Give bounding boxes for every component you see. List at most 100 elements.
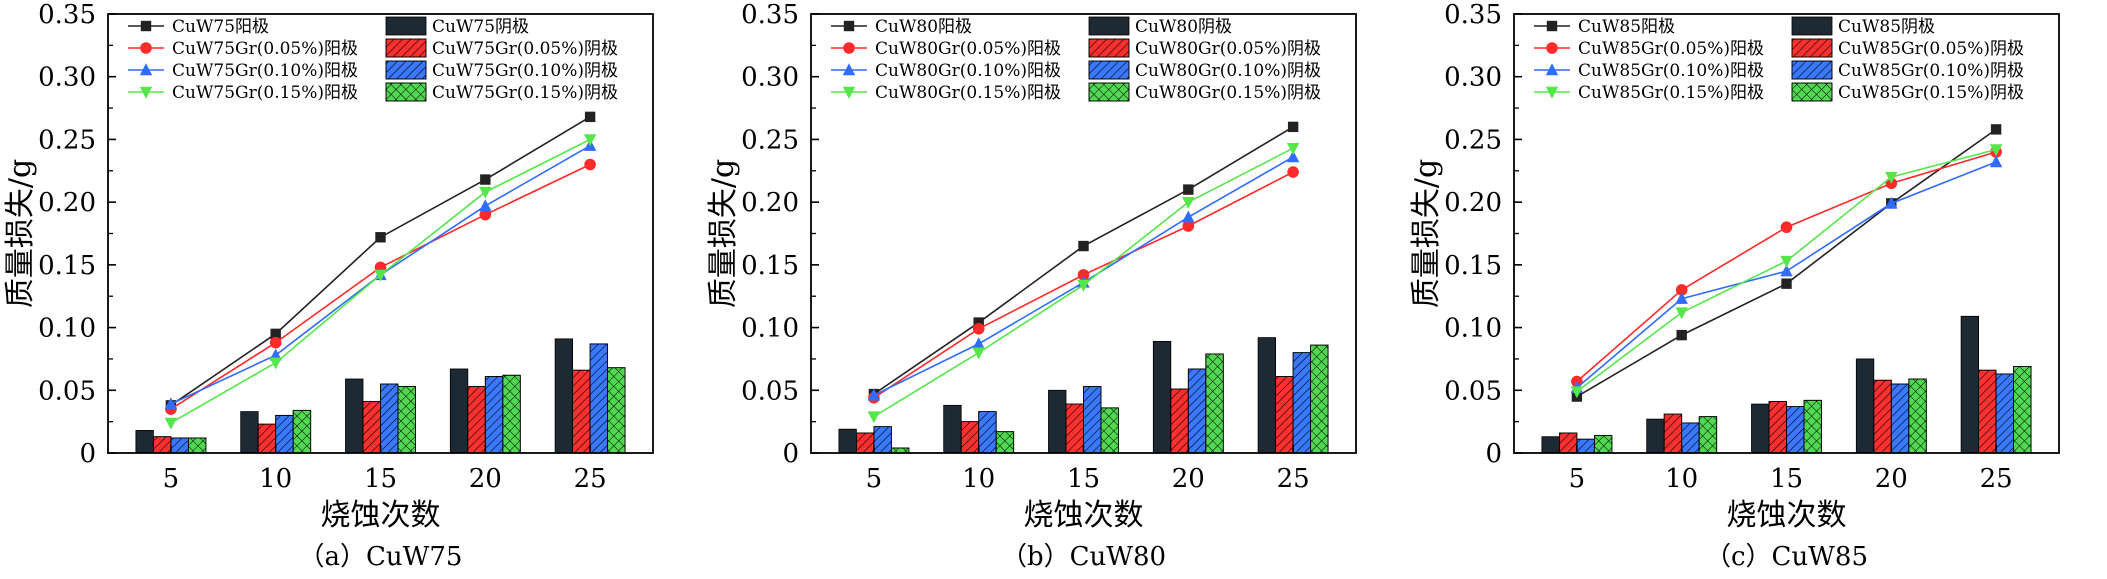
y-tick-label: 0.15	[38, 251, 96, 281]
bar	[449, 368, 469, 454]
legend-bar-swatch	[385, 16, 427, 36]
bar-series-4	[187, 367, 626, 454]
data-point	[972, 323, 985, 335]
legend-bar-hatch	[1088, 82, 1130, 102]
legend-bar-hatch	[1088, 38, 1130, 58]
x-tick-label: 15	[364, 464, 397, 494]
data-point	[269, 357, 282, 370]
data-point	[1286, 143, 1300, 155]
bar-hatch	[1100, 407, 1119, 454]
y-tick-label: 0.30	[741, 63, 799, 93]
legend-marker	[139, 63, 153, 76]
legend-item-line-3: CuW80Gr(0.10%)阳极	[831, 61, 1061, 81]
y-axis-title: 质量损失/g	[1409, 159, 1444, 308]
legend-label: CuW80Gr(0.15%)阳极	[875, 83, 1061, 103]
legend-label: CuW80Gr(0.05%)阳极	[875, 39, 1061, 59]
y-tick-label: 0.20	[38, 188, 96, 218]
bar-series-2	[1558, 369, 1997, 454]
data-point	[1077, 269, 1090, 281]
bar	[1751, 403, 1770, 454]
legend-item-bar-4: CuW75Gr(0.15%)阴极	[385, 82, 618, 103]
line-series-4	[867, 143, 1300, 424]
legend-item-line-3: CuW75Gr(0.10%)阳极	[128, 61, 358, 81]
bar-hatch	[1873, 379, 1892, 454]
data-point	[1885, 171, 1898, 184]
data-point	[269, 336, 282, 349]
data-point	[1286, 150, 1300, 163]
data-point	[1780, 264, 1793, 277]
x-tick-label: 5	[1569, 464, 1586, 494]
legend-bar-hatch	[385, 38, 427, 58]
data-point	[1990, 124, 2002, 135]
legend-marker	[842, 63, 856, 76]
legend-item-line-2: CuW80Gr(0.05%)阳极	[831, 39, 1061, 59]
x-tick-label: 15	[1067, 464, 1100, 494]
bar-hatch	[978, 411, 997, 454]
x-tick-label: 25	[1277, 464, 1310, 494]
y-tick-label: 0	[782, 439, 799, 469]
y-tick-label: 0.15	[1444, 251, 1502, 281]
legend-label: CuW75阴极	[432, 17, 529, 37]
data-point	[1078, 240, 1089, 252]
bar	[1960, 315, 1980, 454]
bar-hatch	[1083, 386, 1102, 454]
legend-bar-hatch	[1791, 60, 1833, 80]
data-point	[480, 174, 491, 185]
legend-item-bar-2: CuW75Gr(0.05%)阴极	[385, 38, 618, 59]
data-point	[374, 269, 387, 282]
bar-hatch	[1275, 376, 1294, 454]
legend-item-line-4: CuW80Gr(0.15%)阳极	[831, 83, 1061, 103]
data-point	[867, 411, 881, 424]
data-point	[1989, 144, 2003, 157]
x-tick-label: 20	[469, 464, 502, 494]
bar-hatch	[1890, 383, 1910, 454]
legend-item-line-2: CuW75Gr(0.05%)阳极	[128, 39, 358, 59]
legend-item-bar-1: CuW85阴极	[1791, 16, 1935, 37]
data-point	[972, 347, 985, 360]
legend-marker	[843, 42, 855, 54]
bar-hatch	[467, 386, 486, 454]
legend-marker	[139, 86, 153, 99]
legend-label: CuW75Gr(0.15%)阴极	[432, 83, 618, 103]
legend-item-bar-3: CuW80Gr(0.10%)阴极	[1088, 60, 1321, 81]
legend-label: CuW75Gr(0.15%)阳极	[172, 83, 358, 103]
data-point	[1570, 386, 1584, 399]
x-tick-label: 5	[163, 464, 180, 494]
bar-hatch	[572, 369, 591, 454]
bar-hatch	[1698, 416, 1718, 454]
chart-panel-2: 0 0.05 0.10 0.15 0.20 0.25 0.30 0.35 5 10 15 20 25 烧蚀…	[706, 0, 1357, 572]
legend-marker	[843, 20, 855, 32]
y-axis-title: 质量损失/g	[706, 159, 741, 308]
bar-hatch	[2013, 366, 2032, 454]
bar-hatch	[1065, 403, 1084, 454]
bar-hatch	[362, 401, 381, 454]
data-point	[1182, 210, 1195, 223]
chart-panel-1: 0 0.05 0.10 0.15 0.20 0.25 0.30 0.35 5 10 15 20 25 烧蚀…	[3, 0, 654, 572]
legend-item-line-1: CuW80阳极	[831, 17, 972, 37]
line-series-1	[868, 121, 1299, 400]
bar	[1646, 418, 1665, 454]
data-point	[1675, 284, 1688, 296]
legend-item-line-1: CuW75阳极	[128, 17, 269, 37]
legend-marker	[140, 20, 152, 32]
bar-hatch	[397, 386, 416, 454]
chart-caption: （c）CuW85	[1705, 542, 1868, 572]
legend-item-bar-1: CuW75阴极	[385, 16, 529, 37]
bar-hatch	[1187, 368, 1207, 454]
data-point	[1781, 278, 1792, 289]
y-tick-label: 0.05	[1444, 376, 1502, 406]
y-tick-label: 0.05	[38, 376, 96, 406]
bar-hatch	[275, 414, 294, 454]
data-point	[1287, 166, 1299, 178]
bar-hatch	[1803, 399, 1822, 454]
legend-bar-hatch	[1791, 82, 1833, 102]
data-point	[164, 417, 178, 430]
legend-item-bar-1: CuW80阴极	[1088, 16, 1232, 37]
legend-marker	[1545, 63, 1559, 76]
bar-series-2	[855, 376, 1294, 454]
chart-caption: （a）CuW75	[299, 542, 463, 572]
y-tick-label: 0.25	[38, 125, 96, 155]
bar	[1855, 358, 1875, 454]
legend-item-line-4: CuW75Gr(0.15%)阳极	[128, 83, 358, 103]
